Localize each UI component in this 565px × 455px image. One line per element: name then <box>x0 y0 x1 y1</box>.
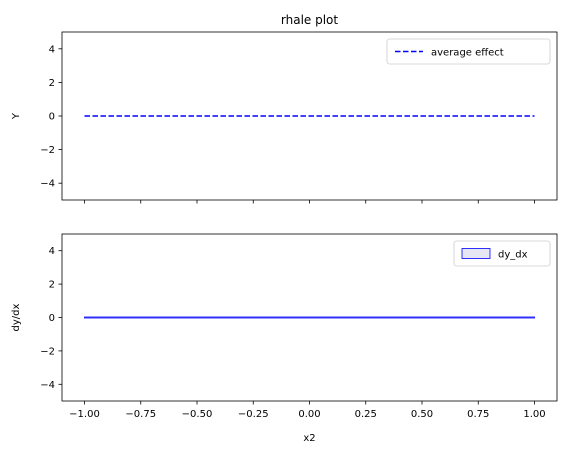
x-tick-label: −0.25 <box>238 409 269 420</box>
x-tick-label: 0.75 <box>467 409 489 420</box>
y-tick-label: 0 <box>49 313 55 324</box>
y-tick-label: 4 <box>49 246 55 257</box>
x-axis-label: x2 <box>303 433 315 444</box>
y-tick-label: −2 <box>40 145 55 156</box>
chart-title: rhale plot <box>281 13 339 27</box>
y-tick-label: −2 <box>40 346 55 357</box>
y-tick-label: 2 <box>49 280 55 291</box>
legend: average effect <box>386 38 551 65</box>
y-tick-label: 0 <box>49 112 55 123</box>
y-tick-label: −4 <box>40 380 55 391</box>
legend-box <box>453 240 551 267</box>
subplot-2: 4 2 0 −2 −4 −1.00 −0.75 −0.50 −0.25 0.00 0.25 0.50 0… <box>11 233 558 444</box>
x-tick-label: −0.75 <box>125 409 156 420</box>
x-tick-label: 0.50 <box>411 409 433 420</box>
y-tick-label: 2 <box>49 78 55 89</box>
legend-label: average effect <box>431 48 504 59</box>
x-tick-label: −0.50 <box>182 409 213 420</box>
x-tick-label: −1.00 <box>69 409 100 420</box>
legend-label: dy_dx <box>498 250 528 261</box>
y-axis-label: Y <box>11 112 22 120</box>
y-axis-label: dy/dx <box>11 303 22 331</box>
legend: dy_dx <box>453 240 551 267</box>
x-tick-label: 0.25 <box>355 409 377 420</box>
series-band-dy-dx <box>84 316 535 319</box>
x-tick-label: 0.00 <box>298 409 320 420</box>
x-tick-label: 1.00 <box>523 409 545 420</box>
y-tick-label: −4 <box>40 179 55 190</box>
legend-marker <box>461 248 491 259</box>
legend-box <box>386 38 551 65</box>
y-tick-label: 4 <box>49 44 55 55</box>
